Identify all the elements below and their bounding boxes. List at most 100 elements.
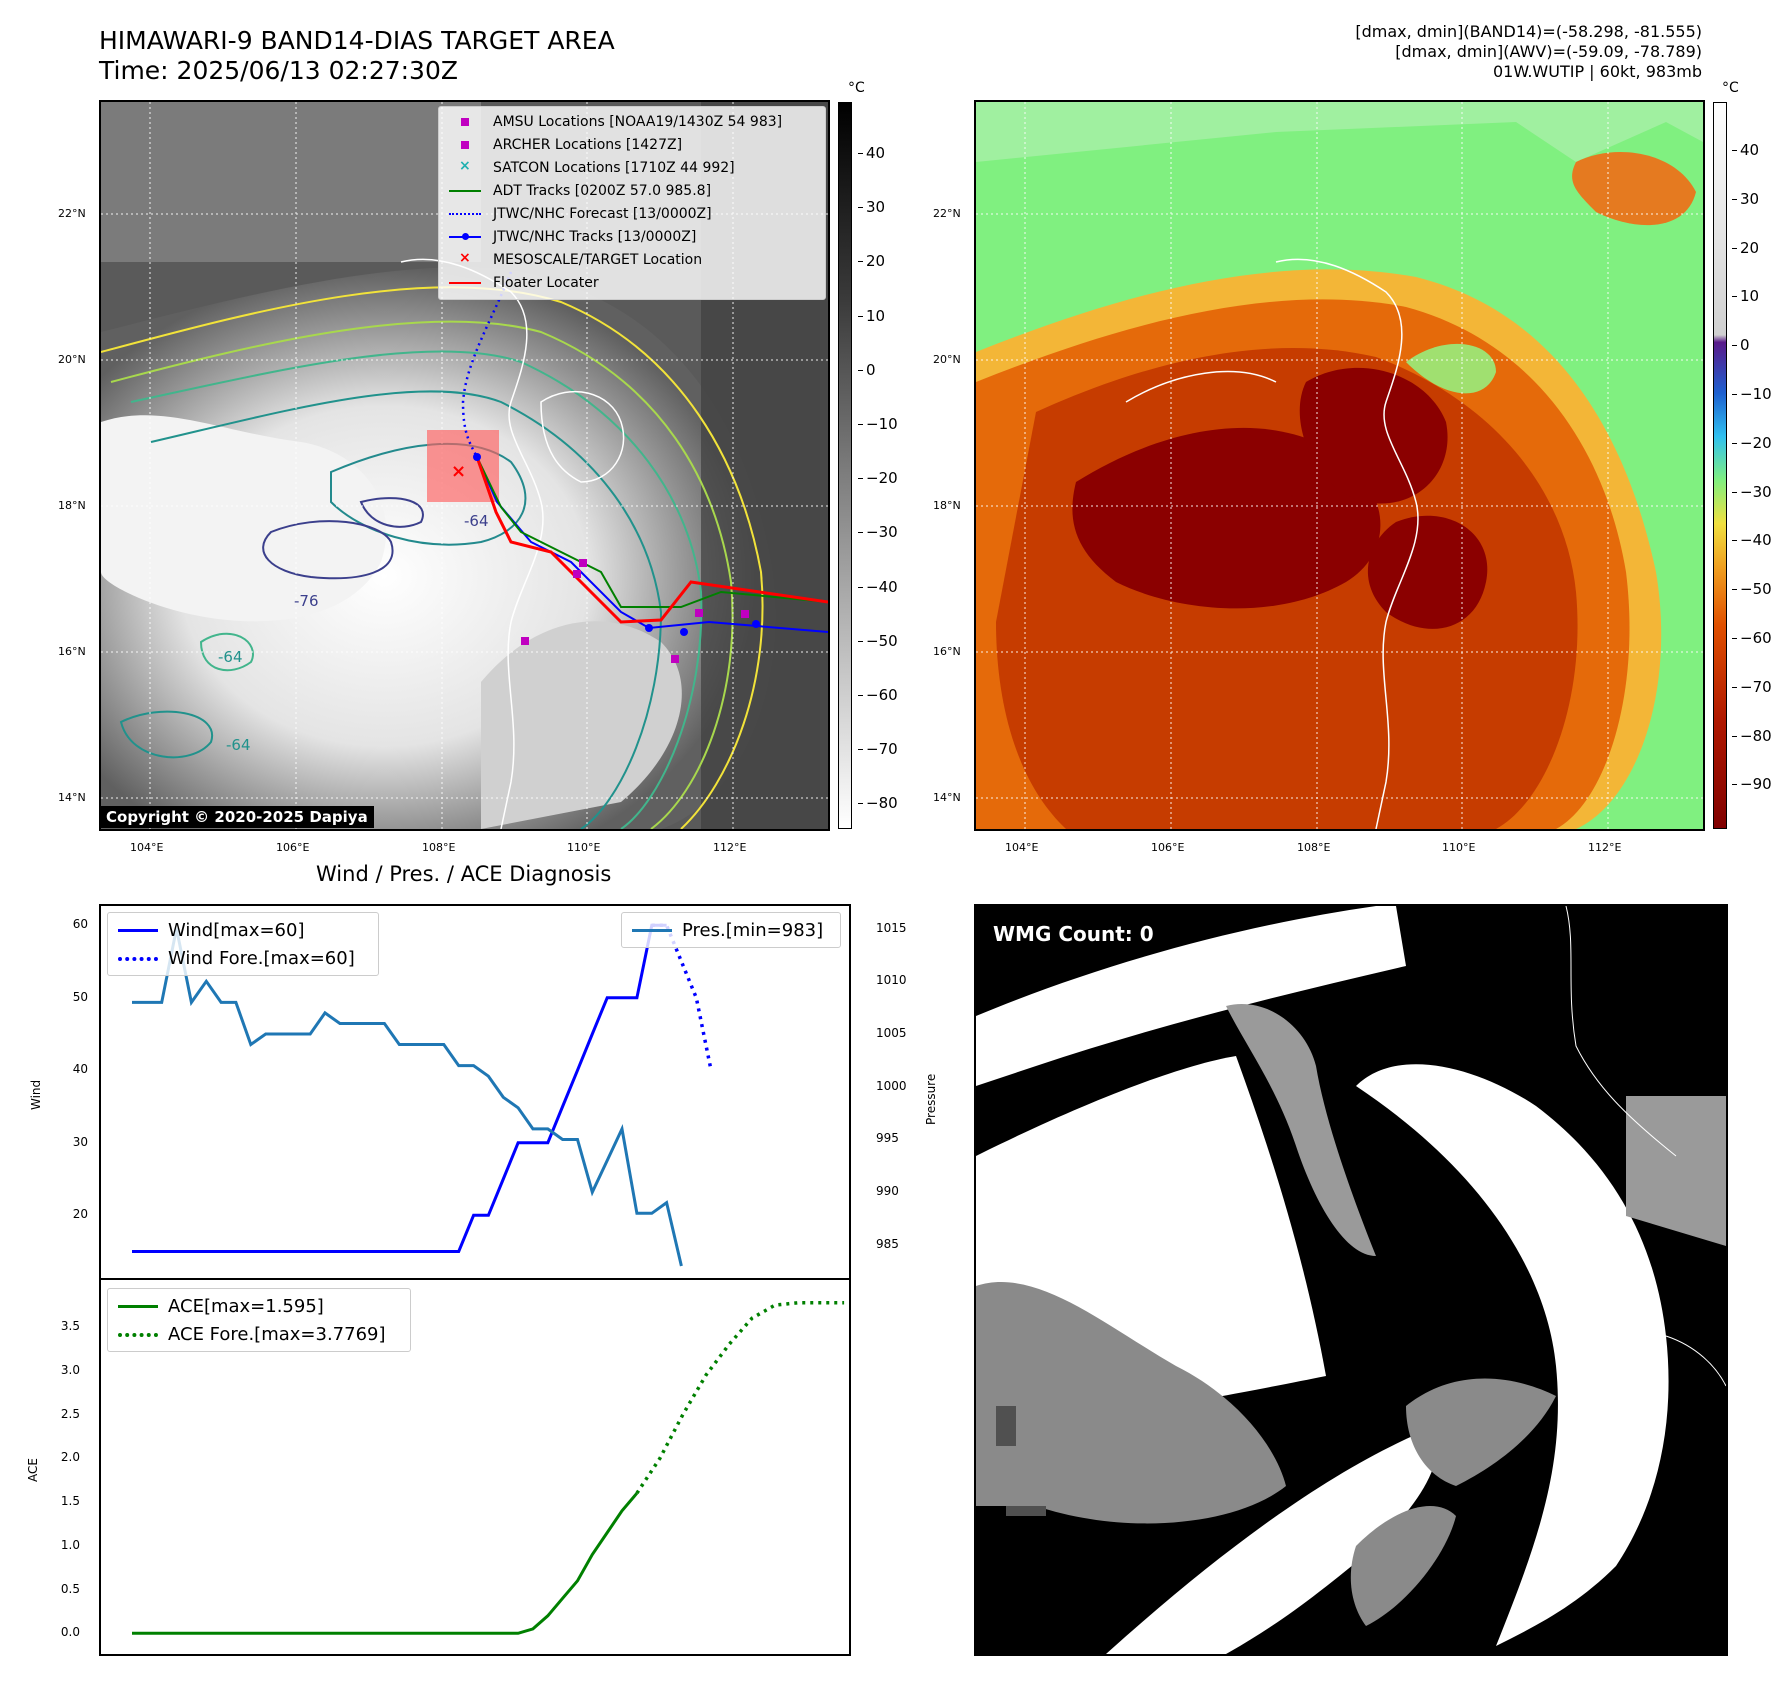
pressure-axis-tick: 990 [876, 1184, 899, 1199]
lon-label-108: 108°E [422, 841, 456, 854]
wind-axis-tick: 30 [72, 1134, 88, 1149]
storm-summary: 01W.WUTIP | 60kt, 983mb [1492, 62, 1702, 81]
ace-axis-tick: 0.0 [60, 1625, 80, 1640]
legend-floater: Floater Locater [447, 272, 599, 294]
lon-label-106: 106°E [1151, 841, 1185, 854]
lat-label-20: 20°N [58, 353, 86, 366]
legend-wind: Wind[max=60] [116, 918, 305, 942]
line-marker-icon [447, 182, 483, 200]
pressure-axis-tick: 985 [876, 1236, 899, 1251]
dotted-line-icon [116, 949, 158, 967]
pressure-axis-tick: 1010 [876, 973, 907, 988]
ace-plot [132, 1301, 845, 1635]
awv-range: [dmax, dmin](AWV)=(-59.09, -78.789) [1395, 42, 1702, 61]
legend-wind-forecast: Wind Fore.[max=60] [116, 946, 355, 970]
legend-forecast: JTWC/NHC Forecast [13/0000Z] [447, 203, 712, 225]
enhanced-colorbar-tick: 0 [1732, 336, 1750, 355]
square-marker-icon [447, 113, 483, 131]
enhanced-colorbar [1713, 102, 1727, 829]
lat-label-22: 22°N [58, 207, 86, 220]
enhanced-colorbar-tick: −90 [1732, 775, 1772, 794]
ace-axis-tick: 2.5 [60, 1406, 80, 1421]
lat-label-18: 18°N [58, 499, 86, 512]
ir-colorbar-tick: 20 [857, 252, 886, 271]
legend-tracks: JTWC/NHC Tracks [13/0000Z] [447, 226, 696, 248]
line-marker-icon [116, 921, 158, 939]
ace-axis-label: ACE [26, 1458, 40, 1482]
wmg-image [976, 906, 1726, 1654]
copyright-badge: Copyright © 2020-2025 Dapiya [100, 806, 374, 828]
x-marker-icon: × [459, 250, 471, 266]
lat-label-18: 18°N [933, 499, 961, 512]
ir-colorbar-tick: −10 [858, 415, 898, 433]
title-line-1: HIMAWARI-9 BAND14-DIAS TARGET AREA [99, 26, 615, 55]
pressure-axis-tick: 1015 [876, 920, 907, 935]
contour-label: -64 [218, 648, 243, 666]
pressure-legend: Pres.[min=983] [621, 912, 841, 948]
contour-label: -64 [464, 512, 489, 530]
enhanced-colorbar-tick: −10 [1732, 385, 1772, 403]
diagnosis-title: Wind / Pres. / ACE Diagnosis [316, 862, 612, 886]
ir-colorbar-tick: −30 [858, 523, 898, 542]
wmg-panel [974, 904, 1728, 1656]
square-marker-icon [447, 136, 483, 154]
ir-colorbar-tick: 0 [858, 360, 876, 379]
storm-info: [dmax, dmin](BAND14)=(-58.298, -81.555) … [1355, 22, 1702, 82]
wind-axis-tick: 40 [72, 1062, 88, 1077]
enhanced-colorbar-tick: −80 [1732, 726, 1772, 745]
dotted-line-icon [116, 1325, 158, 1343]
lon-label-112: 112°E [1588, 841, 1622, 854]
lat-label-14: 14°N [933, 791, 961, 804]
enhanced-colorbar-tick: −70 [1732, 677, 1772, 696]
wind-legend: Wind[max=60] Wind Fore.[max=60] [107, 912, 379, 976]
ace-axis-tick: 3.0 [60, 1362, 80, 1377]
enhanced-colorbar-unit: °C [1722, 80, 1739, 96]
wind-axis-tick: 20 [72, 1207, 88, 1222]
legend-pressure: Pres.[min=983] [630, 918, 823, 942]
legend-target: × MESOSCALE/TARGET Location [447, 249, 702, 271]
legend-ace-forecast: ACE Fore.[max=3.7769] [116, 1322, 386, 1346]
ir-colorbar-tick: −80 [858, 794, 898, 813]
ace-axis-tick: 0.5 [60, 1581, 80, 1596]
contour-label: -76 [294, 592, 319, 610]
line-marker-icon [447, 274, 483, 292]
figure-title: HIMAWARI-9 BAND14-DIAS TARGET AREA Time:… [99, 26, 615, 86]
dotted-line-icon [447, 205, 483, 223]
lon-label-104: 104°E [130, 841, 164, 854]
pressure-series-line [132, 928, 683, 1267]
ir-colorbar-tick: −60 [858, 686, 898, 704]
ir-colorbar-tick: 30 [857, 198, 886, 217]
lon-label-110: 110°E [567, 841, 601, 854]
pressure-axis-tick: 1000 [876, 1078, 907, 1093]
contour-label: -64 [226, 736, 251, 754]
ir-colorbar-tick: −40 [858, 577, 898, 596]
legend-satcon: × SATCON Locations [1710Z 44 992] [447, 157, 735, 179]
ir-colorbar-tick: 40 [857, 144, 886, 162]
lat-label-22: 22°N [933, 207, 961, 220]
legend-ace: ACE[max=1.595] [116, 1294, 324, 1318]
enhanced-colorbar-tick: −50 [1732, 580, 1772, 599]
lon-label-108: 108°E [1297, 841, 1331, 854]
lon-label-112: 112°E [713, 841, 747, 854]
ace-chart [99, 1278, 851, 1656]
wmg-count-badge: WMG Count: 0 [984, 918, 1163, 950]
ace-axis-tick: 3.5 [60, 1319, 80, 1333]
enhanced-colorbar-tick: 20 [1731, 238, 1760, 257]
lon-label-106: 106°E [276, 841, 310, 854]
enhanced-colorbar-tick: −60 [1732, 629, 1772, 647]
lat-label-20: 20°N [933, 353, 961, 366]
wind-axis-tick: 60 [72, 917, 88, 932]
x-marker-icon: × [459, 158, 471, 174]
line-marker-icon [630, 921, 672, 939]
lon-label-104: 104°E [1005, 841, 1039, 854]
enhanced-map-image [976, 102, 1703, 829]
ace-axis-tick: 2.0 [60, 1450, 80, 1465]
ir-colorbar [838, 102, 852, 829]
ace-series-line [132, 1492, 639, 1635]
lon-label-110: 110°E [1442, 841, 1476, 854]
map-legend: AMSU Locations [NOAA19/1430Z 54 983] ARC… [438, 106, 826, 300]
pressure-axis-label: Pressure [924, 1073, 938, 1125]
lat-label-14: 14°N [58, 791, 86, 804]
enhanced-colorbar-tick: 40 [1731, 141, 1760, 159]
enhanced-colorbar-tick: 30 [1731, 189, 1760, 208]
